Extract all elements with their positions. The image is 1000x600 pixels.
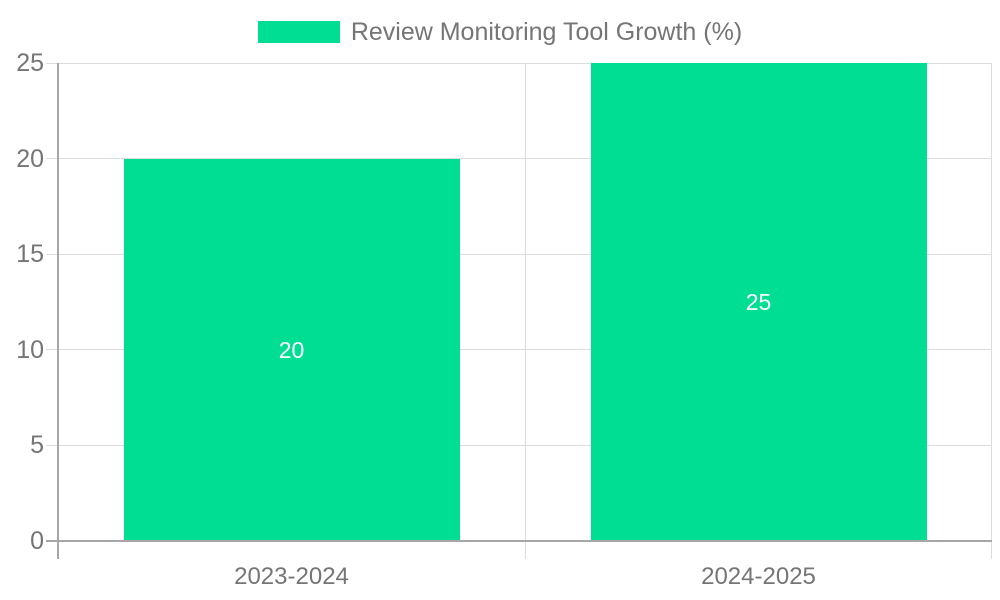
x-axis-line	[46, 540, 992, 542]
y-axis-tick-label: 0	[30, 527, 44, 555]
legend-swatch	[257, 21, 340, 43]
gridline	[46, 62, 992, 64]
x-axis-label: 2024-2025	[701, 563, 816, 590]
y-axis-tick-label: 20	[16, 144, 44, 173]
legend-label: Review Monitoring Tool Growth (%)	[350, 18, 743, 46]
x-axis-tick-line	[991, 63, 992, 559]
gridline	[46, 253, 992, 255]
y-axis-tick-label: 5	[30, 431, 44, 460]
y-axis-tick-label: 25	[16, 49, 44, 77]
gridline	[46, 444, 992, 446]
y-axis-tick-label: 10	[16, 335, 44, 364]
bar[interactable]	[123, 158, 460, 541]
bar-value-label: 25	[745, 289, 772, 315]
legend-item[interactable]: Review Monitoring Tool Growth (%)	[0, 18, 1000, 46]
x-axis-label: 2023-2024	[234, 563, 349, 590]
bar[interactable]	[590, 63, 927, 541]
x-axis-tick-line	[525, 63, 526, 559]
y-axis-line	[57, 63, 59, 559]
y-axis-tick-label: 15	[16, 240, 44, 269]
bar-value-label: 20	[278, 336, 305, 363]
gridline	[46, 349, 992, 351]
gridline	[46, 158, 992, 160]
